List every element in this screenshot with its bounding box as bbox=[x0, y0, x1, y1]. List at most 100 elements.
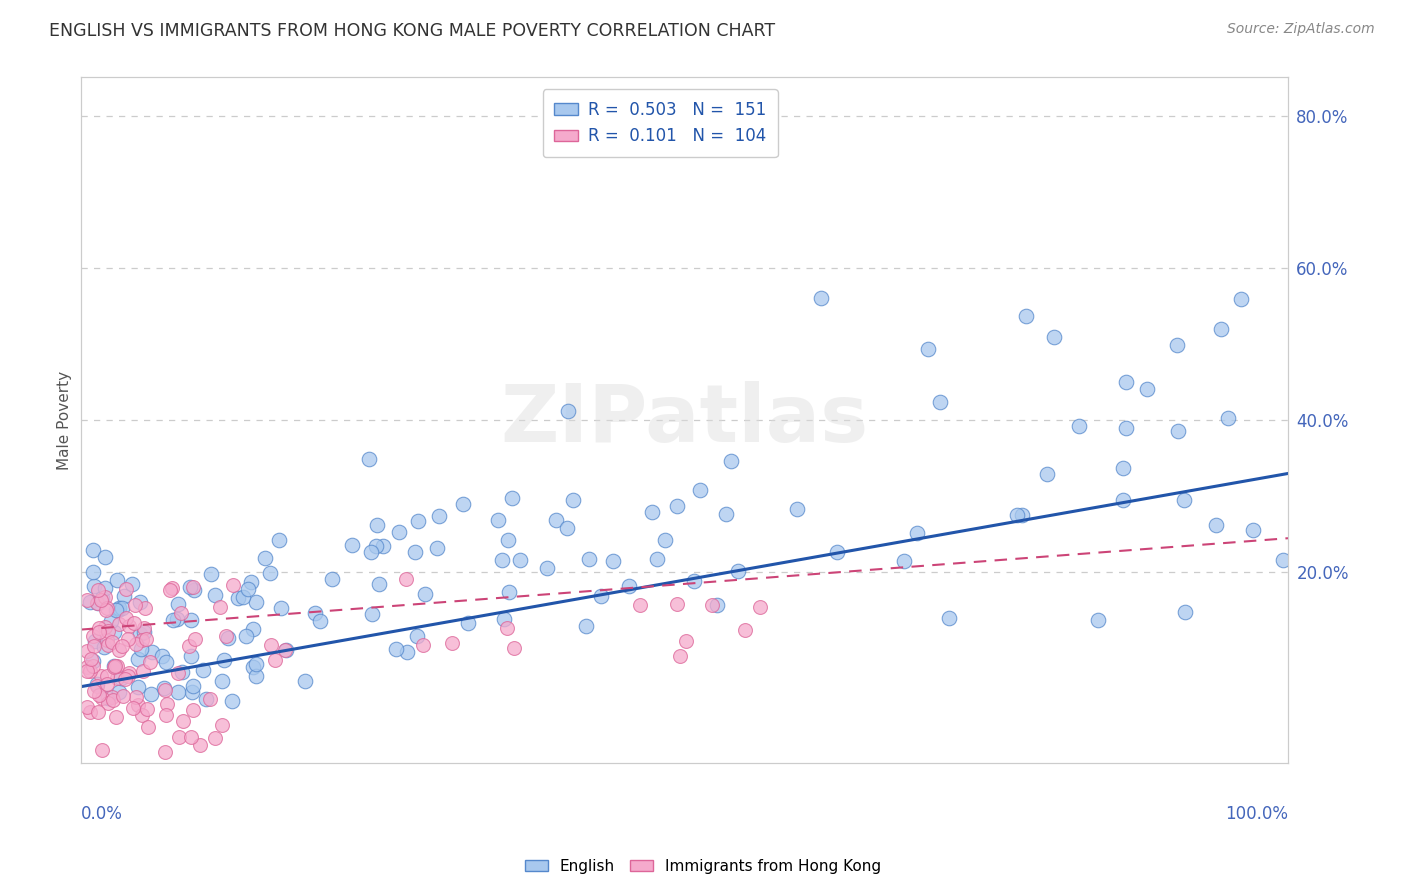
Point bbox=[366, 539, 388, 553]
Point bbox=[183, 583, 205, 598]
Point bbox=[135, 632, 157, 646]
Point bbox=[122, 700, 145, 714]
Point bbox=[107, 600, 129, 615]
Point bbox=[360, 545, 382, 559]
Point bbox=[82, 566, 104, 580]
Point bbox=[628, 598, 651, 612]
Point bbox=[1015, 309, 1038, 323]
Point bbox=[204, 588, 226, 602]
Point bbox=[1230, 292, 1253, 306]
Point bbox=[245, 657, 267, 672]
Point bbox=[150, 648, 173, 663]
Point bbox=[125, 637, 148, 651]
Point bbox=[242, 660, 264, 674]
Point bbox=[104, 659, 127, 673]
Point bbox=[716, 508, 738, 522]
Point bbox=[94, 591, 117, 605]
Point bbox=[172, 714, 194, 728]
Point bbox=[180, 613, 202, 627]
Point bbox=[112, 690, 135, 704]
Point bbox=[132, 625, 155, 640]
Point bbox=[917, 342, 939, 356]
Point bbox=[118, 665, 141, 680]
Point bbox=[184, 632, 207, 647]
Point bbox=[87, 582, 110, 597]
Point bbox=[105, 602, 128, 616]
Point bbox=[1173, 493, 1195, 508]
Point bbox=[413, 587, 436, 601]
Point bbox=[748, 599, 770, 614]
Point bbox=[97, 639, 120, 653]
Point bbox=[167, 730, 190, 744]
Point bbox=[259, 566, 281, 581]
Point bbox=[486, 512, 509, 526]
Text: ENGLISH VS IMMIGRANTS FROM HONG KONG MALE POVERTY CORRELATION CHART: ENGLISH VS IMMIGRANTS FROM HONG KONG MAL… bbox=[49, 22, 775, 40]
Point bbox=[136, 720, 159, 734]
Point bbox=[321, 572, 343, 586]
Point bbox=[304, 606, 326, 620]
Point bbox=[93, 581, 115, 595]
Point bbox=[110, 600, 132, 615]
Point bbox=[117, 632, 139, 647]
Point bbox=[1167, 424, 1189, 438]
Point bbox=[689, 483, 711, 498]
Point bbox=[494, 612, 516, 626]
Point bbox=[183, 580, 205, 594]
Point bbox=[222, 578, 245, 592]
Point bbox=[1166, 338, 1188, 352]
Point bbox=[357, 451, 380, 466]
Point bbox=[91, 742, 114, 756]
Point bbox=[107, 603, 129, 617]
Point bbox=[440, 636, 463, 650]
Point bbox=[96, 600, 118, 615]
Point bbox=[167, 685, 190, 699]
Point bbox=[373, 539, 395, 553]
Point bbox=[666, 499, 689, 513]
Point bbox=[810, 291, 832, 305]
Point bbox=[89, 621, 111, 635]
Point bbox=[79, 664, 101, 678]
Point bbox=[104, 710, 127, 724]
Point bbox=[191, 663, 214, 677]
Point bbox=[93, 640, 115, 654]
Point bbox=[159, 582, 181, 597]
Point bbox=[226, 591, 249, 606]
Point bbox=[172, 665, 194, 680]
Point bbox=[96, 603, 118, 617]
Point bbox=[232, 591, 254, 605]
Point bbox=[200, 567, 222, 582]
Point bbox=[734, 623, 756, 637]
Point bbox=[501, 491, 523, 505]
Point bbox=[245, 595, 267, 609]
Point bbox=[127, 698, 149, 712]
Point bbox=[666, 597, 689, 611]
Point bbox=[211, 674, 233, 689]
Point bbox=[208, 599, 231, 614]
Point bbox=[152, 681, 174, 695]
Point bbox=[87, 597, 110, 611]
Point bbox=[160, 582, 183, 596]
Point bbox=[139, 687, 162, 701]
Point bbox=[260, 638, 283, 652]
Point bbox=[270, 601, 292, 615]
Point bbox=[170, 606, 193, 620]
Point bbox=[177, 639, 200, 653]
Point bbox=[83, 639, 105, 653]
Point bbox=[786, 501, 808, 516]
Point bbox=[131, 633, 153, 648]
Point bbox=[720, 453, 742, 467]
Point bbox=[155, 655, 177, 669]
Point bbox=[76, 665, 98, 679]
Point bbox=[181, 680, 204, 694]
Point bbox=[80, 652, 103, 666]
Point bbox=[180, 685, 202, 699]
Point bbox=[105, 671, 128, 685]
Point bbox=[128, 627, 150, 641]
Point bbox=[645, 551, 668, 566]
Point bbox=[675, 634, 697, 648]
Point bbox=[640, 505, 662, 519]
Point bbox=[562, 492, 585, 507]
Point bbox=[122, 615, 145, 630]
Point bbox=[498, 533, 520, 547]
Point bbox=[155, 707, 177, 722]
